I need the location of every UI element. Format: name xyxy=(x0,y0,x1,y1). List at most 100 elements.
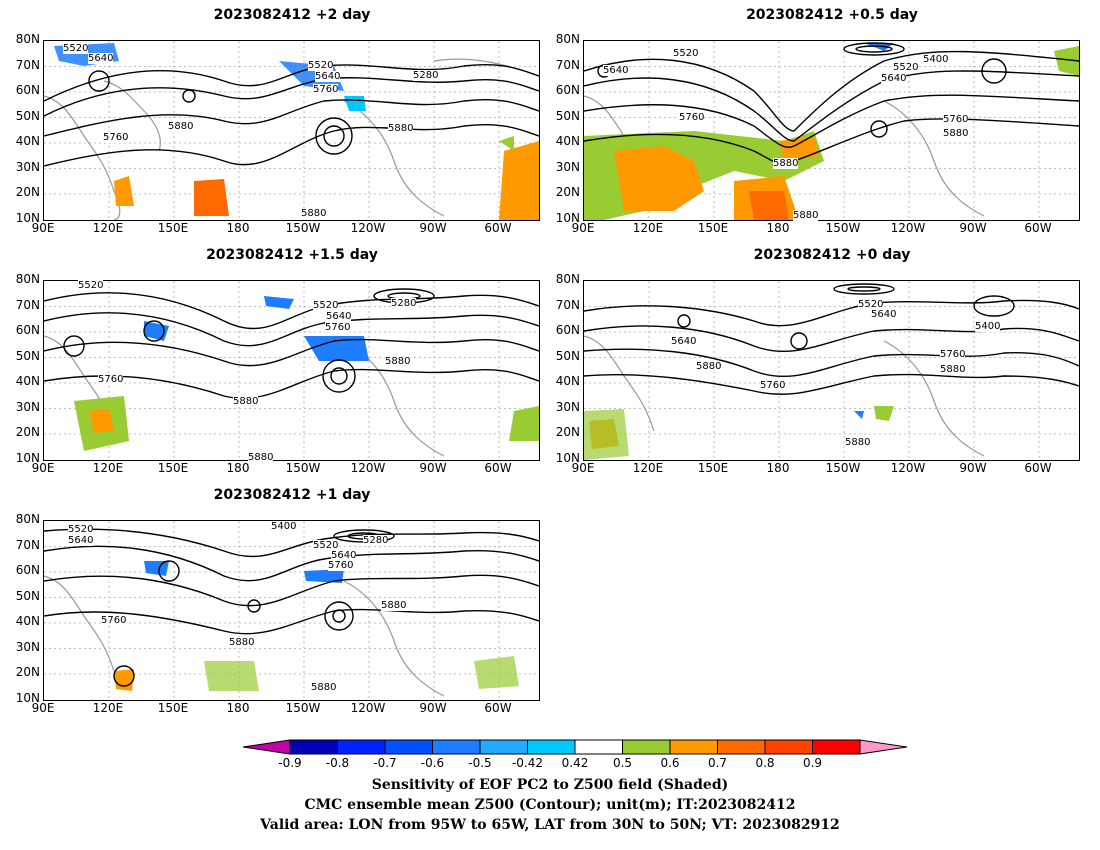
colorbar-swatch xyxy=(764,739,813,755)
lon-tick-label: 90E xyxy=(31,221,55,235)
colorbar-tick-label: 0.7 xyxy=(707,756,728,770)
contour-label: 5520 xyxy=(78,280,104,291)
lon-tick-label: 120E xyxy=(92,221,124,235)
contour-label: 5640 xyxy=(671,336,697,347)
colorbar-tick-label: 0.8 xyxy=(755,756,775,770)
contour-label: 5760 xyxy=(328,560,354,571)
lon-tick-label: 150E xyxy=(157,701,189,715)
caption-line-2: CMC ensemble mean Z500 (Contour); unit(m… xyxy=(304,797,796,813)
lon-tick-label: 180 xyxy=(226,221,250,235)
lon-tick-label: 180 xyxy=(766,461,790,475)
lat-tick-label: 60N xyxy=(15,323,40,338)
lon-tick-label: 120W xyxy=(350,461,386,475)
lat-tick-label: 70N xyxy=(15,537,40,552)
z500-contours xyxy=(44,63,539,167)
lat-tick-label: 10N xyxy=(15,451,40,465)
lat-tick-label: 60N xyxy=(555,323,580,338)
lon-tick-label: 90W xyxy=(419,461,447,475)
lon-tick-label: 90E xyxy=(571,461,595,475)
contour-label: 5640 xyxy=(331,550,357,561)
contour-label: 5640 xyxy=(315,71,341,82)
lon-tick-label: 90E xyxy=(571,221,595,235)
lon-tick-label: 60W xyxy=(484,701,512,715)
lat-tick-label: 20N xyxy=(15,185,40,200)
z500-contours xyxy=(44,528,539,687)
colorbar-tick-label: 0.9 xyxy=(802,756,823,770)
lat-tick-label: 50N xyxy=(555,108,580,123)
contour-label: 5880 xyxy=(311,682,337,693)
lon-tick-label: 150W xyxy=(285,701,321,715)
lat-tick-label: 30N xyxy=(15,639,40,654)
colorbar-left-arrow xyxy=(242,739,291,755)
colorbar-tick-label: -0.7 xyxy=(373,756,397,770)
contour-label: 5520 xyxy=(68,524,94,535)
contour-label: 5280 xyxy=(413,70,439,81)
lat-tick-label: 40N xyxy=(555,134,580,149)
lat-tick-label: 60N xyxy=(555,83,580,98)
contour-label: 5880 xyxy=(301,208,327,219)
contour-label: 5760 xyxy=(760,380,786,391)
sensitivity-shading xyxy=(584,43,1079,220)
contour-label: 5760 xyxy=(103,132,129,143)
colorbar-tick-label: -0.8 xyxy=(325,756,350,770)
lon-tick-label: 90W xyxy=(419,221,447,235)
lon-tick-label: 90W xyxy=(959,221,987,235)
contour-label: 5640 xyxy=(326,311,352,322)
lat-tick-label: 50N xyxy=(15,108,40,123)
contour-label: 5760 xyxy=(101,615,127,626)
lon-tick-label: 90E xyxy=(31,461,55,475)
lon-tick-label: 150W xyxy=(825,221,861,235)
contour-label: 5520 xyxy=(313,300,339,311)
colorbar-swatch xyxy=(479,739,528,755)
lat-tick-label: 80N xyxy=(15,512,40,526)
contour-label: 5280 xyxy=(363,535,389,546)
panel-title: 2023082412 +0.5 day xyxy=(746,7,918,23)
contour-label: 5880 xyxy=(943,128,969,139)
contour-label: 5760 xyxy=(325,322,351,333)
lon-tick-label: 90E xyxy=(31,701,55,715)
lon-tick-label: 120E xyxy=(632,221,664,235)
colorbar-swatch xyxy=(574,739,623,755)
contour-label: 5880 xyxy=(385,356,411,367)
lon-tick-label: 180 xyxy=(766,221,790,235)
contour-label: 5880 xyxy=(793,210,819,221)
lat-tick-label: 40N xyxy=(15,614,40,629)
lon-tick-label: 150E xyxy=(697,461,729,475)
lat-tick-label: 80N xyxy=(555,32,580,46)
map-canvas xyxy=(584,281,1079,460)
lon-tick-label: 120E xyxy=(632,461,664,475)
lon-tick-label: 120E xyxy=(92,461,124,475)
lon-tick-label: 90W xyxy=(959,461,987,475)
coastlines xyxy=(584,335,985,457)
contour-label: 5880 xyxy=(845,437,871,448)
contour-label: 5880 xyxy=(248,452,274,463)
colorbar-tick-label: -0.6 xyxy=(420,756,445,770)
map-canvas xyxy=(44,281,539,460)
lon-tick-label: 120W xyxy=(890,221,926,235)
lat-tick-label: 20N xyxy=(15,665,40,680)
lon-tick-label: 180 xyxy=(226,701,250,715)
panel-title: 2023082412 +1 day xyxy=(213,487,371,503)
lon-tick-label: 150W xyxy=(285,461,321,475)
lat-tick-label: 70N xyxy=(555,297,580,312)
lon-tick-label: 120W xyxy=(350,221,386,235)
sensitivity-shading xyxy=(74,296,539,451)
lon-tick-label: 120W xyxy=(890,461,926,475)
sensitivity-shading xyxy=(114,561,519,691)
contour-label: 5520 xyxy=(308,60,334,71)
lat-tick-label: 60N xyxy=(15,563,40,578)
lat-tick-label: 80N xyxy=(555,272,580,286)
lat-tick-label: 10N xyxy=(555,451,580,465)
coastlines xyxy=(44,575,445,697)
lon-tick-label: 120W xyxy=(350,701,386,715)
lat-tick-label: 80N xyxy=(15,272,40,286)
map-panel xyxy=(583,40,1080,221)
lat-tick-label: 50N xyxy=(15,348,40,363)
colorbar-swatch xyxy=(384,739,433,755)
lon-tick-label: 60W xyxy=(1024,461,1052,475)
lat-tick-label: 10N xyxy=(15,691,40,705)
lon-tick-label: 150E xyxy=(157,221,189,235)
lat-tick-label: 20N xyxy=(555,185,580,200)
map-panel xyxy=(43,520,540,701)
lat-tick-label: 70N xyxy=(555,57,580,72)
